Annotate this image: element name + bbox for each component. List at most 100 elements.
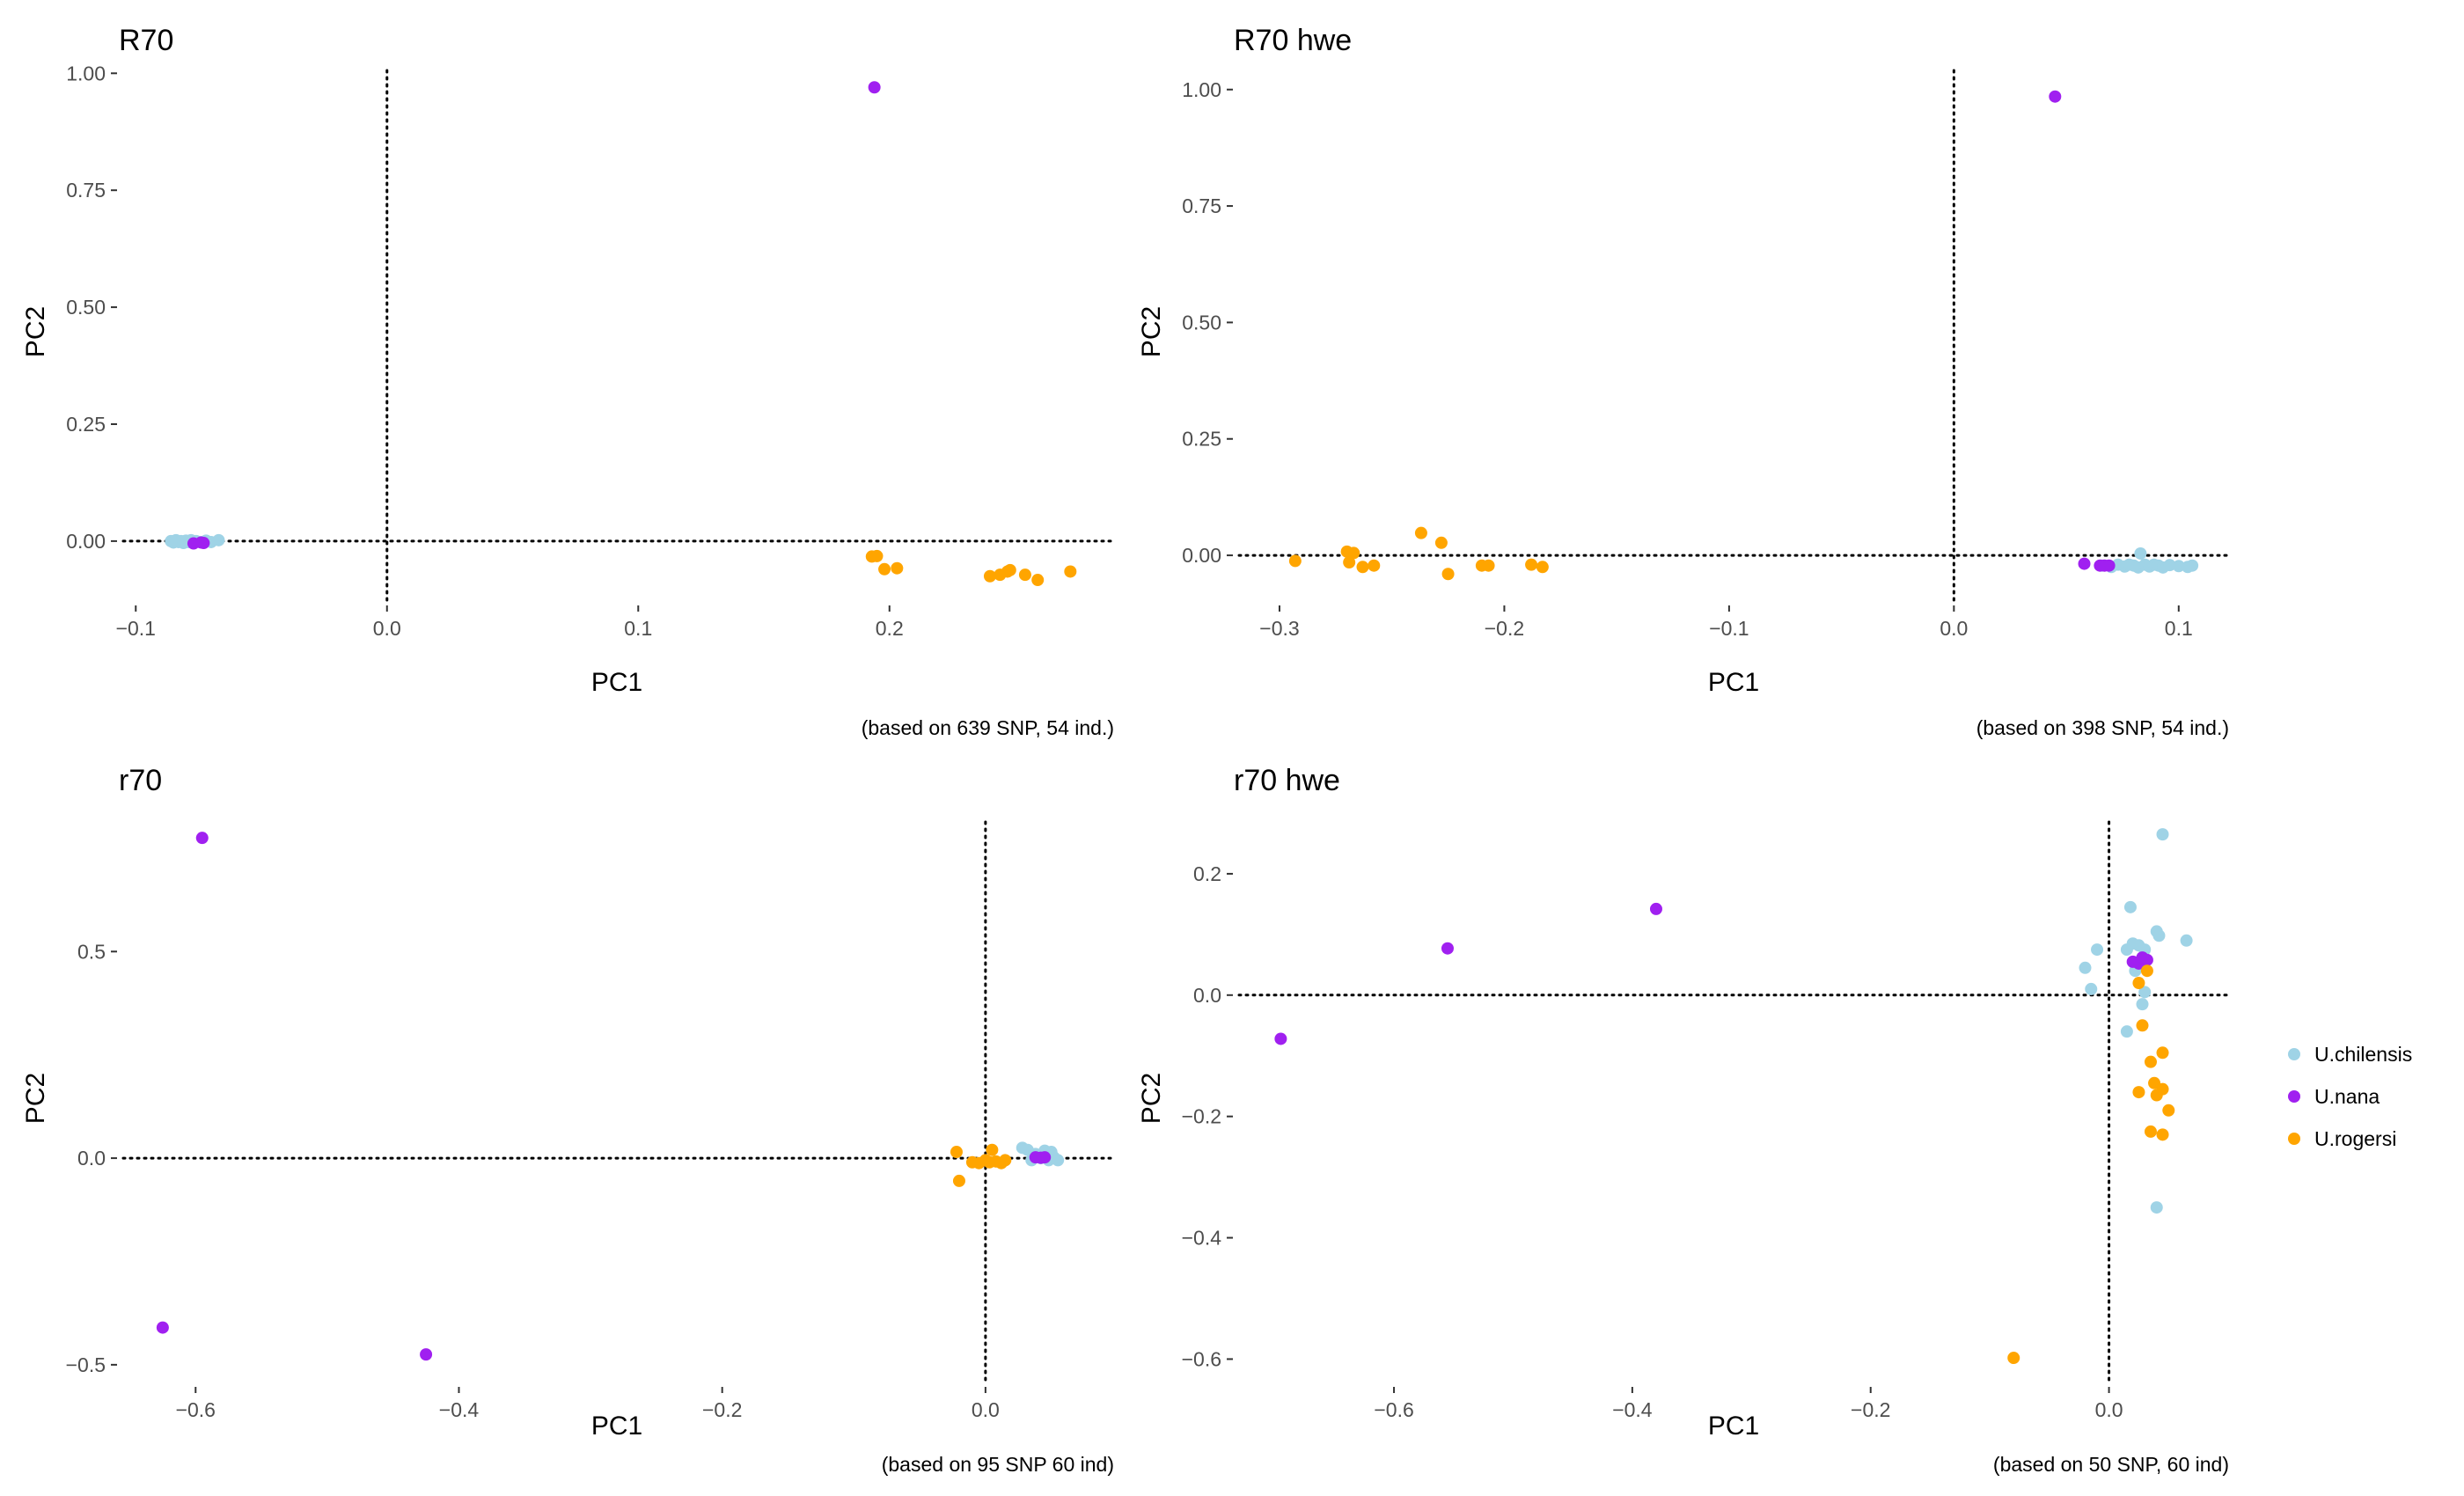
data-point [999, 1154, 1012, 1167]
data-point [1525, 558, 1538, 571]
legend-label-chilensis: U.chilensis [2314, 1043, 2412, 1066]
legend-item-nana: U.nana [2288, 1085, 2380, 1108]
legend-key-rogersi [2288, 1133, 2300, 1145]
data-point [986, 1143, 999, 1156]
panel-title: r70 [119, 764, 162, 797]
panel-title: R70 hwe [1234, 24, 1352, 57]
data-point [2085, 982, 2098, 995]
data-point [868, 81, 881, 94]
data-point [2136, 998, 2149, 1011]
data-point [2156, 1128, 2169, 1141]
x-tick-label: −0.1 [1709, 617, 1749, 640]
data-point [2136, 1019, 2149, 1032]
x-tick-label: 0.0 [1940, 617, 1968, 640]
data-point [2132, 977, 2145, 990]
data-point [2138, 986, 2152, 999]
series-u-nana [2049, 90, 2116, 572]
series-u-chilensis [2095, 546, 2199, 574]
data-point [1441, 942, 1454, 955]
x-tick-label: 0.0 [2095, 1398, 2123, 1421]
series-u-rogersi [950, 1143, 1012, 1187]
x-axis-label: PC1 [1708, 668, 1759, 697]
data-point [2079, 961, 2092, 974]
y-axis-label: PC2 [1137, 1073, 1166, 1124]
y-tick-label: −0.2 [1182, 1105, 1221, 1128]
data-point [2091, 943, 2104, 957]
panel-caption: (based on 639 SNP, 54 ind.) [862, 716, 1114, 739]
y-tick-label: −0.5 [66, 1353, 106, 1376]
legend-key-chilensis [2288, 1048, 2300, 1060]
x-tick-label: −0.6 [1374, 1398, 1413, 1421]
x-tick-label: 0.0 [373, 617, 401, 640]
panel-title: R70 [119, 24, 173, 57]
panel-caption: (based on 95 SNP 60 ind) [882, 1453, 1114, 1476]
panel-title: r70 hwe [1234, 764, 1340, 797]
x-tick-label: −0.1 [116, 617, 156, 640]
data-point [1368, 559, 1381, 572]
data-point [2102, 559, 2116, 572]
data-point [1003, 563, 1016, 576]
panel-r70-lower: r70 −0.6 −0.4 −0.2 0.0 −0.5 0.0 0.5 PC1 PC2 (based… [21, 764, 1114, 1476]
x-tick-label: 0.1 [2165, 617, 2193, 640]
data-point [2140, 964, 2153, 978]
x-axis-label: PC1 [591, 1412, 642, 1441]
data-point [2049, 90, 2062, 103]
data-point [1064, 565, 1077, 578]
y-tick-label: 0.00 [66, 530, 106, 553]
data-point [2007, 1352, 2020, 1365]
x-tick-label: −0.2 [1485, 617, 1524, 640]
data-point [2180, 934, 2193, 947]
series-u-rogersi [1288, 526, 1549, 581]
y-tick-label: 0.50 [1182, 311, 1221, 334]
x-tick-label: −0.4 [439, 1398, 480, 1421]
data-point [2132, 1086, 2145, 1099]
panel-r70hwe-upper: R70 hwe −0.3 −0.2 −0.1 0.0 0.1 0.00 0.25 0.50 0.7… [1137, 24, 2230, 739]
data-point [2144, 1125, 2157, 1138]
data-point [1274, 1032, 1287, 1045]
data-point [1343, 556, 1356, 569]
data-point [870, 549, 884, 562]
data-point [1052, 1154, 1065, 1167]
y-tick-label: 0.00 [1182, 544, 1221, 567]
data-point [420, 1348, 433, 1361]
series-u-nana [187, 81, 881, 550]
panel-caption: (based on 398 SNP, 54 ind.) [1976, 716, 2229, 739]
y-tick-label: 0.25 [1182, 428, 1221, 451]
y-axis-label: PC2 [21, 306, 50, 357]
data-point [2162, 1104, 2175, 1117]
data-point [197, 537, 210, 550]
data-point [983, 569, 996, 583]
y-tick-label: 1.00 [66, 62, 106, 84]
x-tick-label: −0.2 [1851, 1398, 1890, 1421]
x-tick-label: −0.4 [1612, 1398, 1653, 1421]
data-point [1347, 546, 1360, 560]
data-point [2172, 560, 2185, 573]
y-tick-label: 0.5 [77, 940, 106, 963]
data-point [950, 1146, 963, 1159]
data-point [2156, 828, 2169, 841]
data-point [212, 533, 225, 546]
y-tick-label: 0.75 [66, 179, 106, 202]
panel-r70-upper: R70 −0.1 0.0 0.1 0.2 0.00 0.25 0.50 0.75 1.00 PC1 P… [21, 24, 1114, 739]
legend-label-nana: U.nana [2314, 1085, 2380, 1108]
data-point [2150, 1089, 2163, 1102]
y-tick-label: 0.0 [1193, 984, 1221, 1007]
data-point [2134, 546, 2147, 560]
data-point [1038, 1151, 1052, 1164]
y-tick-label: 0.0 [77, 1147, 106, 1170]
data-point [1536, 561, 1549, 574]
x-axis-label: PC1 [1708, 1412, 1759, 1441]
data-point [1649, 902, 1662, 915]
series-u-rogersi [2007, 964, 2175, 1365]
data-point [891, 561, 904, 575]
data-point [2152, 929, 2166, 942]
legend-key-nana [2288, 1090, 2300, 1103]
y-tick-label: 1.00 [1182, 78, 1221, 101]
series-u-chilensis [2079, 828, 2193, 1214]
x-tick-label: 0.2 [876, 617, 904, 640]
legend-label-rogersi: U.rogersi [2314, 1127, 2396, 1150]
x-axis-label: PC1 [591, 668, 642, 697]
data-point [2156, 1046, 2169, 1060]
data-point [2163, 559, 2176, 572]
